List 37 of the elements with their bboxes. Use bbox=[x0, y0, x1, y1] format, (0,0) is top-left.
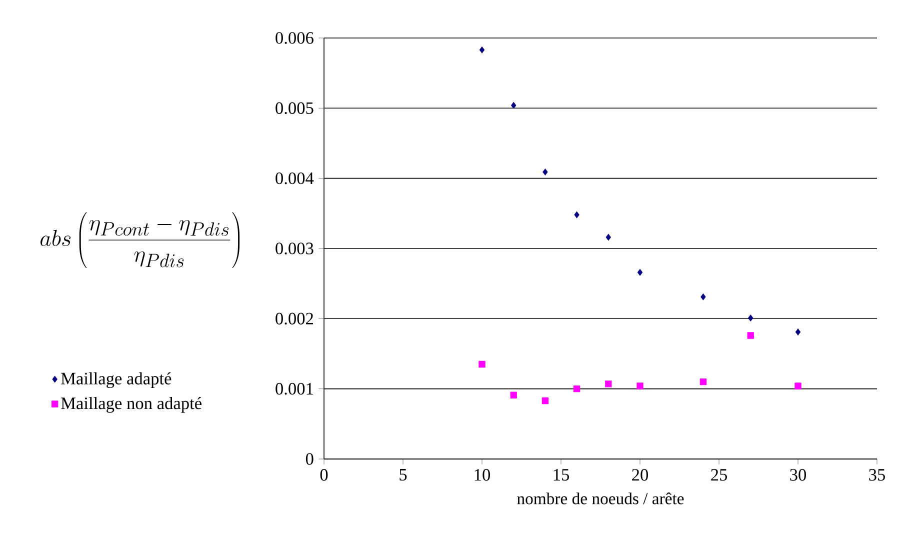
point bbox=[574, 211, 580, 218]
x-axis-title: nombre de noeuds / arête bbox=[517, 492, 684, 504]
x-tick-label: 15 bbox=[554, 469, 569, 481]
legend-label: Maillage adapté bbox=[61, 372, 172, 388]
point bbox=[700, 294, 706, 300]
point bbox=[636, 382, 644, 390]
point bbox=[748, 314, 754, 322]
x-tick-label: 5 bbox=[400, 469, 407, 481]
point bbox=[510, 392, 517, 398]
x-tick-label: 25 bbox=[711, 469, 727, 481]
y-tick-label: 0.004 bbox=[276, 172, 314, 184]
x-tick-label: 30 bbox=[790, 469, 806, 481]
point bbox=[479, 46, 485, 54]
y-tick-label: 0.001 bbox=[276, 382, 313, 395]
point bbox=[637, 269, 643, 276]
y-tick-label: 0.002 bbox=[276, 312, 314, 325]
point bbox=[700, 378, 707, 386]
legend-label: Maillage non adapté bbox=[61, 396, 202, 413]
point bbox=[478, 360, 486, 368]
point bbox=[606, 234, 611, 241]
point bbox=[795, 328, 801, 336]
y-tick-label: 0.006 bbox=[276, 32, 314, 44]
y-tick-label: 0 bbox=[306, 453, 314, 465]
point bbox=[542, 397, 549, 404]
y-tick-label: 0.005 bbox=[276, 102, 314, 114]
point bbox=[747, 332, 754, 339]
x-tick-label: 10 bbox=[474, 469, 490, 481]
point bbox=[605, 380, 612, 388]
point bbox=[511, 102, 516, 109]
point bbox=[794, 382, 802, 390]
x-tick-label: 0 bbox=[320, 469, 328, 481]
y-axis-title: $abs\left(\frac{\eta_{Pcont}-\eta_{Pdis}}{\eta_{Pdis}}\right)$ bbox=[40, 212, 240, 268]
y-tick-label: 0.003 bbox=[276, 242, 314, 254]
point bbox=[542, 168, 548, 176]
x-tick-label: 35 bbox=[869, 469, 885, 481]
point bbox=[573, 385, 580, 392]
x-tick-label: 20 bbox=[632, 469, 648, 481]
